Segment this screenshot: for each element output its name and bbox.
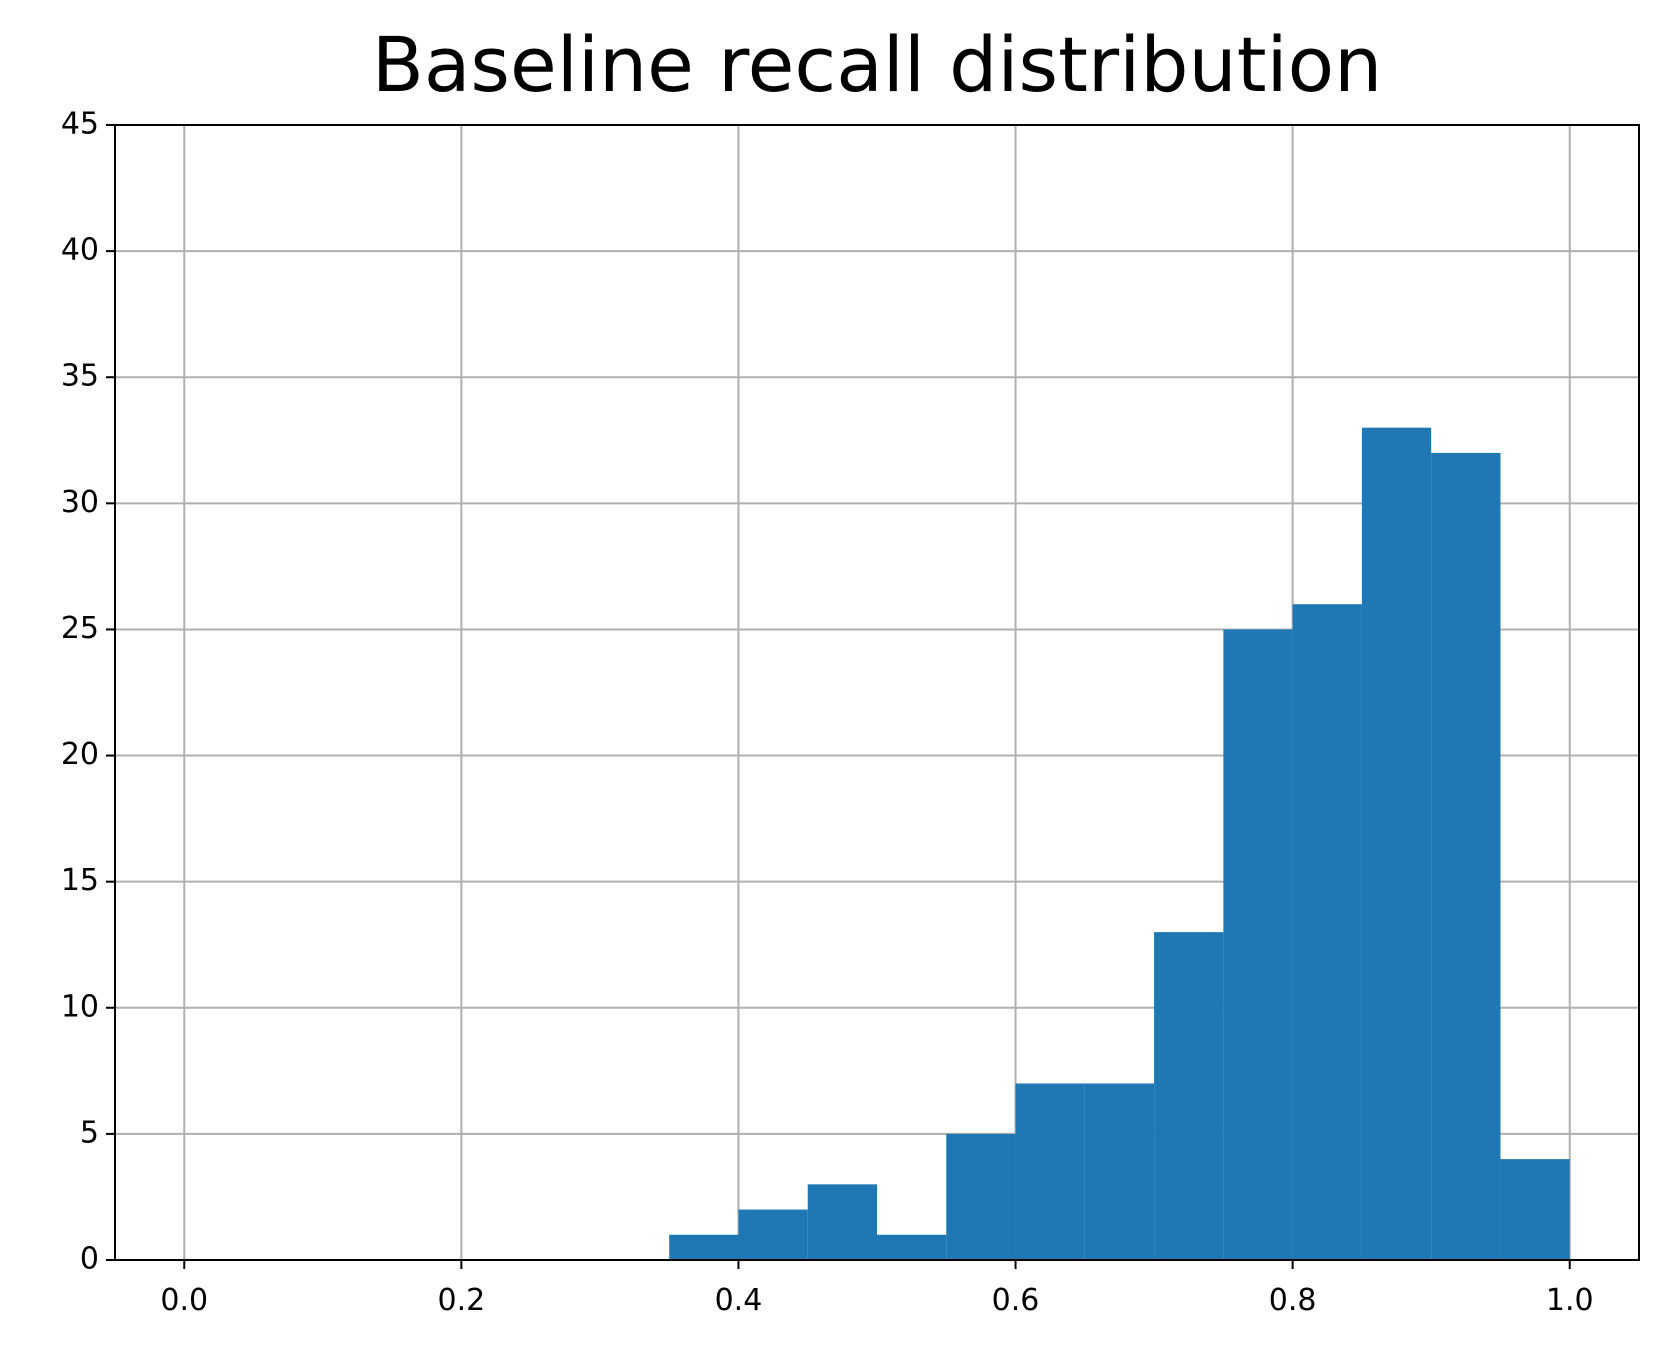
y-tick-label: 40 (61, 233, 99, 268)
y-tick-label: 45 (61, 107, 99, 142)
chart-title: Baseline recall distribution (372, 20, 1383, 109)
x-tick-label: 0.8 (1269, 1283, 1317, 1318)
x-tick-label: 0.0 (160, 1283, 208, 1318)
x-tick-label: 1.0 (1546, 1283, 1594, 1318)
bar (1154, 932, 1224, 1260)
y-tick-label: 30 (61, 485, 99, 520)
bar (877, 1234, 947, 1260)
plot-frame (114, 124, 1640, 1261)
y-tick-label: 0 (80, 1242, 99, 1277)
x-tick-label: 0.4 (715, 1283, 763, 1318)
bar (807, 1184, 877, 1260)
bar (1292, 604, 1362, 1260)
x-tick-label: 0.6 (992, 1283, 1040, 1318)
bar (1431, 452, 1501, 1260)
bar (1500, 1159, 1570, 1260)
y-tick-label: 5 (80, 1115, 99, 1150)
y-tick-label: 35 (61, 359, 99, 394)
y-tick-label: 15 (61, 863, 99, 898)
y-tick-label: 10 (61, 989, 99, 1024)
bar (946, 1133, 1016, 1260)
x-tick-label: 0.2 (438, 1283, 486, 1318)
bar (1361, 427, 1432, 1261)
bar (1223, 629, 1293, 1260)
bar (1084, 1083, 1155, 1260)
y-tick-label: 25 (61, 611, 99, 646)
y-tick-label: 20 (61, 737, 99, 772)
bar (738, 1209, 808, 1260)
bar (1015, 1083, 1085, 1260)
bar (669, 1234, 739, 1260)
